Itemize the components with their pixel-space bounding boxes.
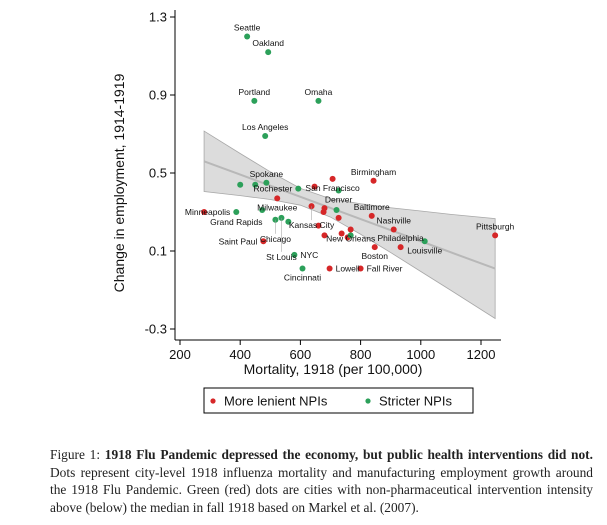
y-tick-label: 0.5 [149, 166, 167, 181]
x-tick-label: 800 [350, 347, 372, 362]
data-point-lenient [397, 244, 404, 251]
data-point-lenient [315, 222, 322, 229]
x-tick-label: 600 [290, 347, 312, 362]
legend-marker-stricter [365, 398, 371, 404]
legend-label-lenient: More lenient NPIs [224, 394, 328, 409]
point-label: Louisville [407, 245, 442, 255]
x-axis-title: Mortality, 1918 (per 100,000) [244, 361, 423, 377]
fit-line [203, 160, 496, 270]
legend-label-stricter: Stricter NPIs [379, 394, 452, 409]
data-point-stricter [295, 185, 302, 192]
point-label: Minneapolis [185, 207, 230, 217]
point-label: Milwaukee [257, 202, 297, 212]
x-tick-label: 1000 [406, 347, 435, 362]
y-axis-title: Change in employment, 1914-1919 [111, 73, 127, 292]
point-label: San Francisco [305, 183, 360, 193]
data-point-lenient [338, 230, 345, 237]
data-point-stricter [251, 97, 258, 104]
point-label: Birmingham [351, 167, 396, 177]
data-point-lenient [347, 226, 354, 233]
data-point-lenient [320, 209, 327, 215]
data-point-stricter [335, 187, 342, 194]
caption-text: Dots represent city-level 1918 influenza… [50, 464, 593, 515]
data-point-lenient [326, 265, 333, 272]
data-point-lenient [329, 175, 336, 182]
legend: More lenient NPIs Stricter NPIs [203, 387, 474, 414]
point-label: Lowell [336, 264, 360, 274]
data-point-lenient [357, 265, 364, 272]
confidence-band [203, 130, 496, 320]
data-point-stricter [262, 132, 269, 139]
data-point-lenient [368, 212, 375, 219]
point-label: Baltimore [354, 202, 390, 212]
data-point-lenient [321, 232, 328, 239]
x-tick-label: 1200 [467, 347, 496, 362]
point-label: Denver [325, 195, 353, 205]
caption-bold: 1918 Flu Pandemic depressed the economy,… [104, 447, 593, 462]
point-label: Los Angeles [242, 122, 288, 132]
point-label: Nashville [376, 216, 411, 226]
point-label: Boston [362, 251, 389, 261]
data-point-lenient [335, 214, 342, 221]
data-point-stricter [252, 181, 259, 188]
data-point-stricter [347, 232, 354, 239]
y-tick-label: 0.9 [149, 88, 167, 103]
point-label: Saint Paul [219, 236, 258, 246]
data-point-stricter [237, 181, 244, 188]
point-label: New Orleans [326, 234, 375, 244]
point-label: Grand Rapids [210, 217, 262, 227]
point-label: Chicago [260, 234, 291, 244]
data-point-stricter [285, 218, 292, 225]
point-label: Cincinnati [284, 273, 321, 283]
x-tick-label: 200 [169, 347, 191, 362]
data-point-stricter [233, 209, 240, 215]
point-label: Seattle [234, 23, 261, 33]
data-point-lenient [274, 195, 281, 202]
point-label: St Louis [266, 252, 297, 262]
data-point-lenient [390, 226, 397, 233]
data-point-stricter [291, 251, 298, 258]
caption-prefix: Figure 1: [50, 447, 105, 462]
point-label: Oakland [252, 38, 284, 48]
data-point-stricter [263, 179, 270, 186]
data-point-lenient [371, 244, 378, 251]
figure-caption: Figure 1: 1918 Flu Pandemic depressed th… [50, 446, 593, 516]
data-point-lenient [370, 177, 377, 184]
data-point-stricter [259, 207, 266, 214]
data-point-stricter [421, 238, 428, 245]
point-label: Omaha [305, 87, 333, 97]
point-label: Spokane [250, 169, 284, 179]
point-label: Portland [239, 87, 271, 97]
data-point-lenient [311, 183, 318, 190]
data-point-stricter [315, 97, 322, 104]
point-label: Pittsburgh [476, 221, 515, 231]
data-point-stricter [333, 207, 340, 214]
data-point-lenient [260, 238, 267, 245]
y-tick-label: 0.1 [149, 244, 167, 259]
point-label: Kansas City [289, 220, 335, 230]
legend-marker-lenient [210, 398, 216, 404]
y-tick-label: -0.3 [145, 322, 167, 337]
data-point-stricter [299, 265, 306, 272]
data-point-stricter [265, 49, 272, 56]
y-tick-label: 1.3 [149, 10, 167, 25]
point-label: NYC [300, 250, 318, 260]
data-point-lenient [201, 209, 208, 215]
data-point-stricter [244, 33, 251, 40]
x-tick-label: 400 [229, 347, 251, 362]
point-label: Philadelphia [377, 233, 424, 243]
point-label: Fall River [367, 264, 403, 274]
point-label: Rochester [254, 184, 293, 194]
data-point-lenient [492, 232, 499, 239]
